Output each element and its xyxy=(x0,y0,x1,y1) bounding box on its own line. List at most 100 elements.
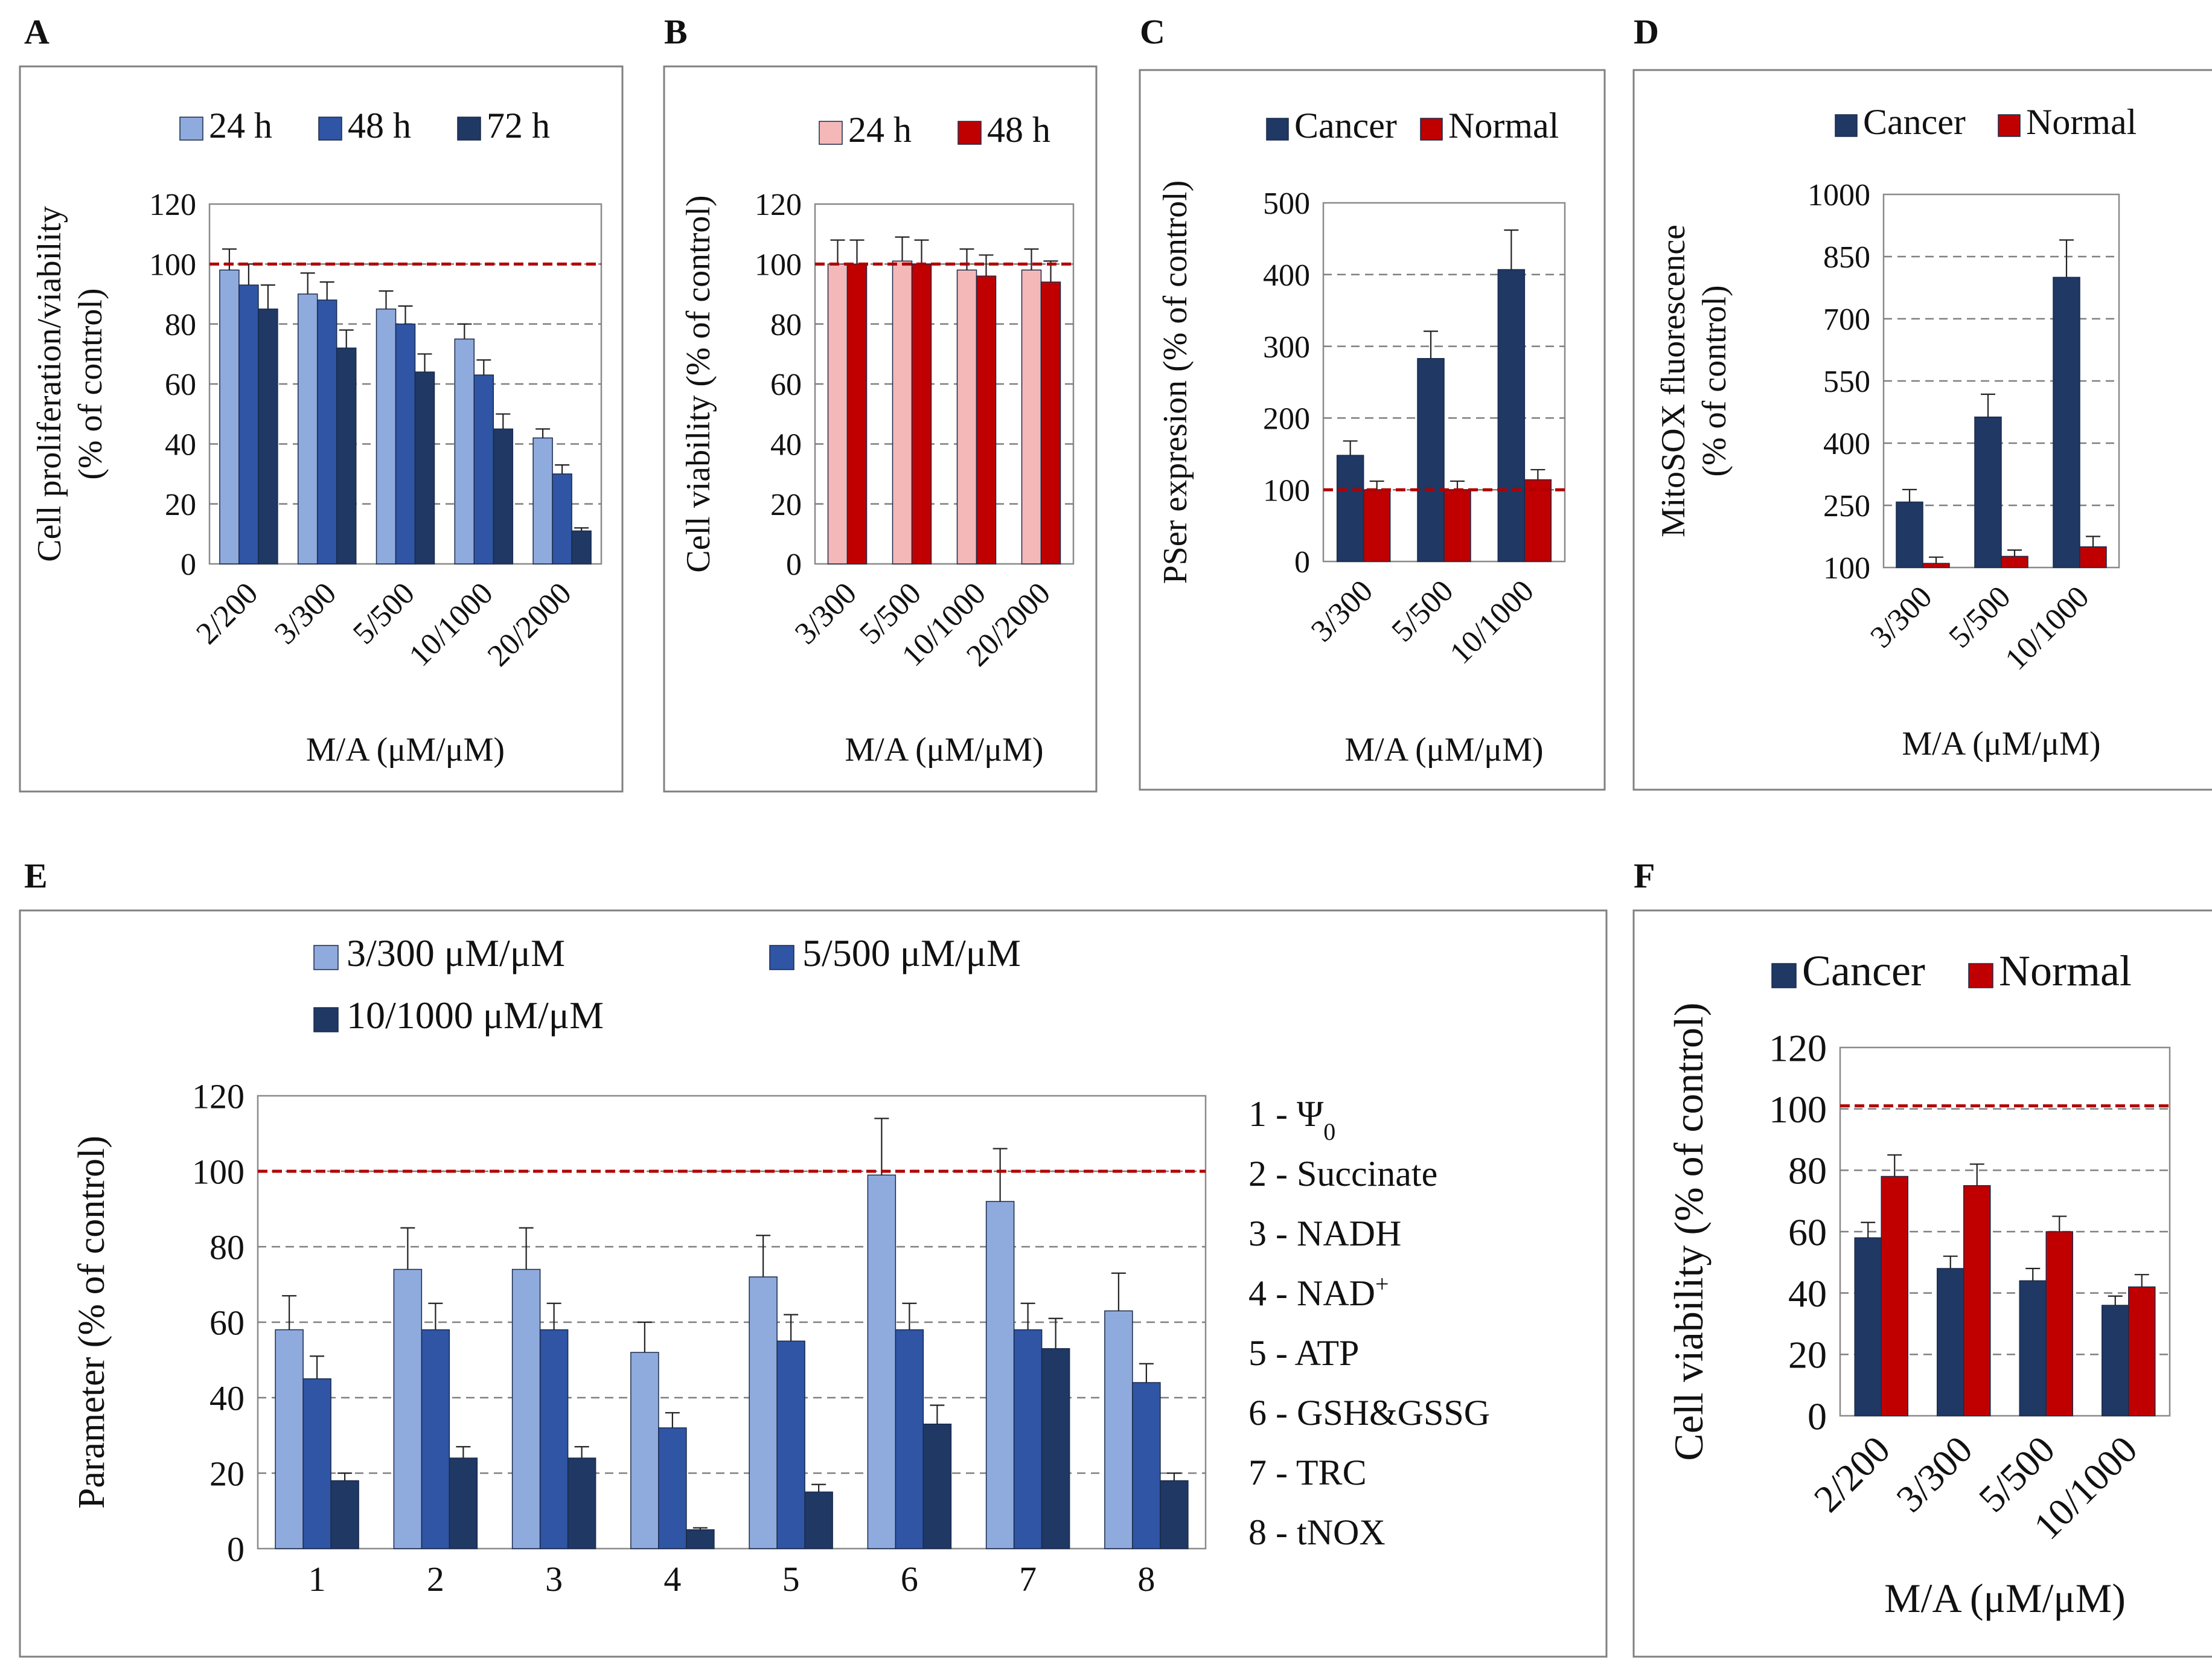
bar xyxy=(2053,277,2080,568)
bar xyxy=(395,323,416,565)
legend-swatch xyxy=(957,121,982,145)
legend-swatch xyxy=(313,1007,339,1032)
legend-label: 10/1000 μM/μM xyxy=(347,994,604,1037)
legend-swatch xyxy=(1771,963,1797,988)
legend: 24 h 48 h xyxy=(819,110,1050,150)
side-legend-item: 7 - TRC xyxy=(1248,1453,1367,1492)
legend-label: Cancer xyxy=(1294,106,1397,146)
legend-swatch xyxy=(179,117,203,141)
bar xyxy=(336,347,357,565)
bar xyxy=(658,1427,687,1549)
y-tick-label: 1000 xyxy=(1808,178,1870,213)
y-tick-label: 20 xyxy=(165,488,196,522)
bar xyxy=(473,374,494,565)
legend-label: Normal xyxy=(2026,102,2137,142)
y-axis-label: Cell viability (% of control) xyxy=(680,195,717,572)
x-tick-label: 5/500 xyxy=(347,576,421,651)
x-tick-label: 4 xyxy=(663,1559,681,1599)
panel-frame xyxy=(1139,69,1606,791)
panel-frame xyxy=(19,909,1608,1658)
bar xyxy=(985,1201,1015,1549)
y-tick-label: 100 xyxy=(755,248,802,283)
panel-letter: F xyxy=(1634,856,1655,895)
bar xyxy=(539,1329,569,1549)
y-tick-label: 20 xyxy=(1788,1334,1827,1377)
legend-label: Normal xyxy=(1448,106,1559,146)
legend-label: 24 h xyxy=(209,106,272,146)
legend-swatch xyxy=(457,117,481,141)
bar xyxy=(454,338,475,565)
legend-label: 3/300 μM/μM xyxy=(347,932,565,974)
y-tick-label: 700 xyxy=(1823,302,1870,337)
bar xyxy=(1922,563,1950,568)
y-axis-label: Parameter (% of control) xyxy=(71,1136,112,1509)
y-tick-label: 60 xyxy=(165,368,196,402)
y-tick-label: 120 xyxy=(192,1076,245,1116)
x-tick-label: 5/500 xyxy=(1385,574,1460,648)
bar xyxy=(895,1329,924,1549)
legend: Cancer Normal xyxy=(1266,106,1559,146)
bar xyxy=(571,530,592,565)
bar xyxy=(1040,281,1061,565)
y-tick-label: 500 xyxy=(1263,187,1310,221)
x-tick-label: 2/200 xyxy=(1806,1428,1898,1520)
x-tick-label: 2/200 xyxy=(190,576,264,651)
y-tick-label: 120 xyxy=(755,188,802,222)
x-tick-label: 2 xyxy=(427,1559,444,1599)
bar xyxy=(1937,1268,1964,1416)
x-tick-label: 20/2000 xyxy=(481,576,578,673)
legend-label: Normal xyxy=(1999,947,2132,995)
bar xyxy=(846,263,868,565)
y-tick-label: 40 xyxy=(209,1378,245,1418)
y-axis-label: PSer expresion (% of control) xyxy=(1157,181,1194,584)
legend-swatch xyxy=(769,945,794,970)
y-tick-label: 400 xyxy=(1263,258,1310,293)
x-axis-label: M/A (μM/μM) xyxy=(1344,731,1543,769)
bar xyxy=(976,275,997,565)
bar xyxy=(630,1352,659,1549)
y-tick-label: 100 xyxy=(1769,1088,1827,1131)
bar xyxy=(1160,1480,1189,1549)
bar xyxy=(686,1529,715,1549)
bar xyxy=(1132,1382,1161,1549)
x-axis-label: M/A (μM/μM) xyxy=(845,731,1043,769)
y-tick-label: 100 xyxy=(1263,473,1310,508)
x-tick-label: 3/300 xyxy=(1305,574,1379,648)
bar xyxy=(1041,1348,1070,1549)
bar xyxy=(567,1457,596,1549)
y-tick-label: 850 xyxy=(1823,240,1870,275)
y-tick-label: 200 xyxy=(1263,402,1310,437)
side-legend-item: 8 - tNOX xyxy=(1248,1512,1386,1552)
legend-label: 24 h xyxy=(848,110,912,150)
x-axis-label: M/A (μM/μM) xyxy=(1902,725,2100,763)
x-tick-label: 10/1000 xyxy=(1999,580,2096,677)
y-axis-label: (% of control) xyxy=(1696,285,1733,476)
legend: 24 h 48 h 72 h xyxy=(179,106,550,146)
bar xyxy=(297,293,318,565)
x-axis-label: M/A (μM/μM) xyxy=(1884,1575,2126,1621)
legend-label: 72 h xyxy=(487,106,550,146)
y-tick-label: 0 xyxy=(1294,545,1310,580)
legend-swatch xyxy=(313,945,339,970)
bar xyxy=(1963,1185,1991,1416)
legend-swatch xyxy=(1420,118,1443,141)
legend-label: 48 h xyxy=(987,110,1050,150)
y-tick-label: 0 xyxy=(1808,1395,1827,1438)
y-tick-label: 80 xyxy=(209,1227,245,1267)
panel-d: D 100 250 400 550 700 850 1000 3/300 5/50010/1000… xyxy=(1632,12,2212,791)
x-tick-label: 3/300 xyxy=(268,576,343,651)
y-tick-label: 100 xyxy=(149,248,196,283)
y-axis-label: Cell viability (% of control) xyxy=(1666,1002,1712,1460)
x-tick-label: 5 xyxy=(782,1559,800,1599)
y-tick-label: 20 xyxy=(770,488,802,522)
y-tick-label: 120 xyxy=(1769,1026,1827,1069)
bar xyxy=(956,269,977,565)
bar xyxy=(393,1268,423,1549)
x-tick-label: 10/1000 xyxy=(1443,574,1541,671)
panel-a: A 0 20 40 60 80 100 120 2/200 3/300 5/50010/100020… xyxy=(19,12,624,793)
x-tick-label: 3/300 xyxy=(788,576,863,651)
legend-swatch xyxy=(1835,114,1858,137)
bar xyxy=(414,371,435,565)
bar xyxy=(922,1424,952,1549)
